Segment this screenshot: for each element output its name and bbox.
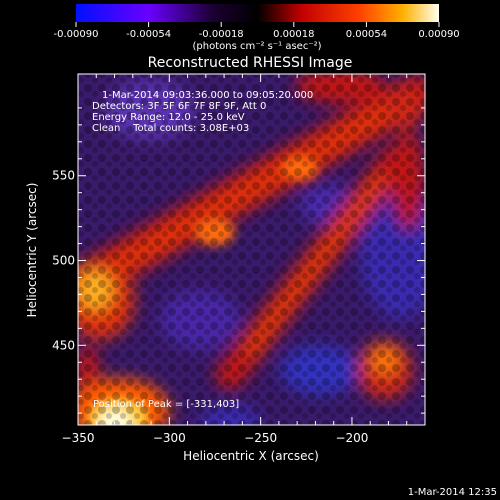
- colorbar-tick-label: 0.00018: [273, 29, 314, 40]
- colorbar-tick-label: -0.00054: [126, 29, 171, 40]
- y-tick-label: 550: [52, 169, 75, 183]
- annotation-time-range: 1-Mar-2014 09:03:36.000 to 09:05:20.000: [102, 90, 313, 101]
- x-axis: −350 −300 −250 −200: [62, 74, 426, 445]
- peak-position-label: Position of Peak = [-331,403]: [93, 399, 239, 410]
- colorbar-tick-label: -0.00018: [199, 29, 244, 40]
- colorbar-tick-label: -0.00090: [54, 29, 99, 40]
- y-tick-label: 450: [52, 338, 75, 352]
- footer-timestamp: 1-Mar-2014 12:35: [408, 487, 497, 498]
- colorbar-ticks: -0.00090 -0.00054 -0.00018 0.00018 0.00054 0.…: [54, 22, 460, 40]
- colorbar: [76, 4, 439, 22]
- y-axis: 450 500 550: [52, 73, 425, 414]
- colorbar-tick-label: 0.00090: [418, 29, 459, 40]
- chart-title: Reconstructed RHESSI Image: [148, 55, 353, 71]
- annotation-clean-counts: Clean Total counts: 3.08E+03: [92, 123, 249, 134]
- annotation-energy-range: Energy Range: 12.0 - 25.0 keV: [92, 112, 245, 123]
- colorbar-units: (photons cm⁻² s⁻¹ asec⁻²): [192, 41, 321, 52]
- annotation-detectors: Detectors: 3F 5F 6F 7F 8F 9F, Att 0: [92, 101, 266, 112]
- x-tick-label: −300: [153, 431, 186, 445]
- x-tick-label: −250: [244, 431, 277, 445]
- y-axis-label: Heliocentric Y (arcsec): [25, 183, 39, 318]
- y-tick-label: 500: [52, 254, 75, 268]
- x-axis-label: Heliocentric X (arcsec): [183, 449, 319, 463]
- plot-frame: [77, 73, 426, 426]
- x-tick-label: −200: [335, 431, 368, 445]
- x-tick-label: −350: [62, 431, 95, 445]
- heatmap-image: [78, 74, 425, 425]
- colorbar-tick-label: 0.00054: [346, 29, 387, 40]
